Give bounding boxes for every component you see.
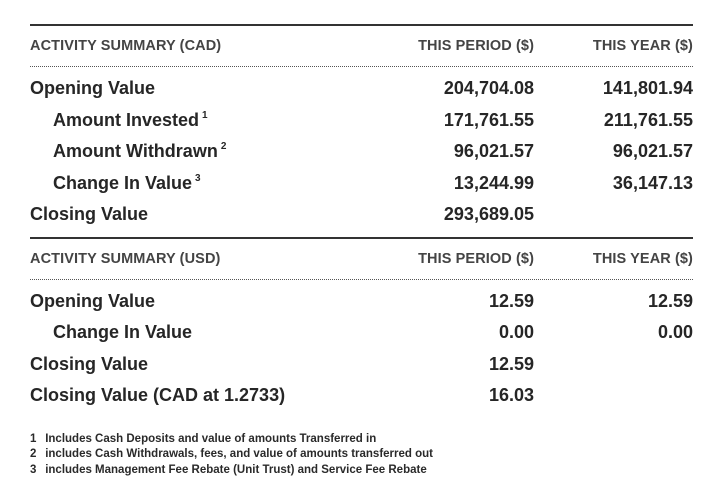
footnote-text: includes Management Fee Rebate (Unit Tru… [45,463,427,476]
usd-row-closing-cad: Closing Value (CAD at 1.2733) 16.03 [30,380,693,412]
row-label: Amount Invested 1 [53,109,208,130]
footnote-text: Includes Cash Deposits and value of amou… [45,432,377,445]
cad-header: ACTIVITY SUMMARY (CAD) THIS PERIOD ($) T… [30,26,693,66]
cad-row-opening: Opening Value 204,704.08 141,801.94 [30,73,693,105]
usd-header-year: THIS YEAR ($) [592,250,693,267]
row-year-value: 0.00 [657,322,693,343]
cad-row-withdrawn: Amount Withdrawn 2 96,021.57 96,021.57 [30,136,693,168]
row-period-value: 16.03 [488,385,534,406]
footnote-ref: 1 [202,109,208,121]
top-rule [30,24,693,26]
row-year-value: 96,021.57 [612,141,693,162]
cad-row-change: Change In Value 3 13,244.99 36,147.13 [30,168,693,200]
cad-header-year: THIS YEAR ($) [592,38,693,54]
row-label: Change In Value [53,322,193,343]
footnote-1: 1 Includes Cash Deposits and value of am… [30,432,693,448]
row-period-value: 13,244.99 [453,172,534,193]
usd-row-opening: Opening Value 12.59 12.59 [30,286,693,318]
footnote-text: includes Cash Withdrawals, fees, and val… [45,448,433,460]
section-rule [30,236,693,239]
row-period-value: 293,689.05 [443,204,534,225]
cad-table: Opening Value 204,704.08 141,801.94 Amou… [30,67,693,237]
row-label: Amount Withdrawn 2 [53,141,227,162]
footnote-number: 1 [30,432,37,445]
row-year-value: 141,801.94 [602,78,693,99]
row-label: Closing Value [30,204,149,225]
usd-row-change: Change In Value 0.00 0.00 [30,317,693,349]
row-period-value: 171,761.55 [443,109,534,130]
usd-row-closing: Closing Value 12.59 [30,349,693,381]
row-year-value: 12.59 [647,290,693,311]
footnote-2: 2 includes Cash Withdrawals, fees, and v… [30,447,693,463]
row-label: Opening Value [30,78,156,99]
row-year-value: 211,761.55 [603,109,693,130]
usd-header: ACTIVITY SUMMARY (USD) THIS PERIOD ($) T… [30,239,693,279]
cad-header-period: THIS PERIOD ($) [418,38,534,54]
row-label: Opening Value [30,290,156,311]
row-period-value: 12.59 [488,290,534,311]
cad-header-divider [30,66,693,67]
usd-table: Opening Value 12.59 12.59 Change In Valu… [30,280,693,418]
footnotes: 1 Includes Cash Deposits and value of am… [30,418,693,479]
row-label: Change In Value 3 [53,172,201,193]
footnote-ref: 3 [195,172,201,184]
row-period-value: 96,021.57 [453,141,534,162]
usd-header-label: ACTIVITY SUMMARY (USD) [30,250,221,267]
usd-header-divider [30,278,693,280]
footnote-number: 2 [30,448,37,460]
usd-header-period: THIS PERIOD ($) [418,250,534,267]
row-period-value: 204,704.08 [443,78,534,99]
activity-summary: ACTIVITY SUMMARY (CAD) THIS PERIOD ($) T… [30,24,693,478]
row-label: Closing Value (CAD at 1.2733) [30,385,286,406]
row-label: Closing Value [30,353,149,374]
cad-row-invested: Amount Invested 1 171,761.55 211,761.55 [30,105,693,137]
footnote-number: 3 [30,463,37,476]
footnote-3: 3 includes Management Fee Rebate (Unit T… [30,463,693,479]
footnote-ref: 2 [220,141,227,153]
row-year-value: 36,147.13 [612,172,693,193]
row-period-value: 12.59 [488,353,534,374]
cad-header-label: ACTIVITY SUMMARY (CAD) [30,38,222,54]
cad-row-closing: Closing Value 293,689.05 [30,199,693,231]
row-period-value: 0.00 [498,322,534,343]
